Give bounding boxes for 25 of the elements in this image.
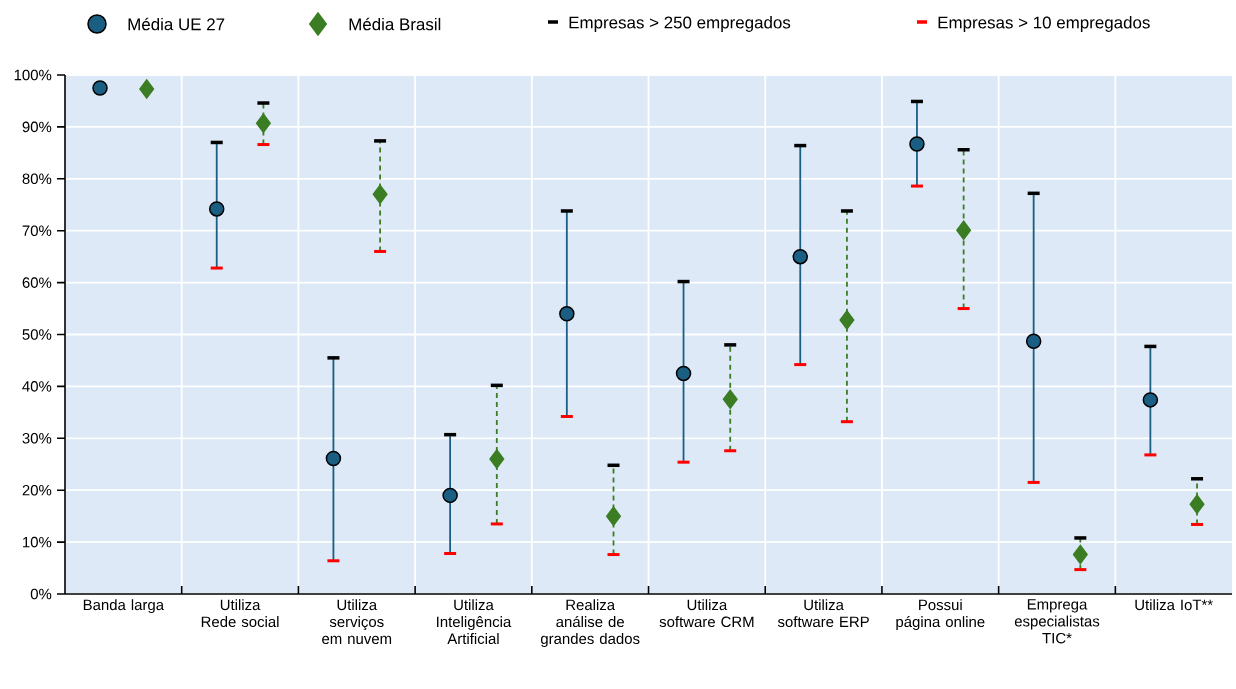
y-tick-label: 0% bbox=[30, 588, 52, 600]
x-tick-label: Utiliza software ERP bbox=[777, 599, 869, 628]
x-tick-label: Utiliza IoT** bbox=[1135, 599, 1213, 611]
x-tick-label: Utiliza software CRM bbox=[659, 599, 754, 628]
y-tick-label: 70% bbox=[22, 225, 52, 236]
x-tick-label: Utiliza serviços em nuvem bbox=[322, 599, 392, 645]
y-tick-label: 50% bbox=[22, 329, 52, 340]
x-tick-label: Possui página online bbox=[896, 599, 985, 631]
x-tick-label: Banda larga bbox=[83, 599, 165, 614]
x-tick-label: Realiza análise de grandes dados bbox=[540, 599, 640, 647]
legend-label: Média UE 27 bbox=[128, 17, 225, 31]
y-tick-label: 20% bbox=[22, 484, 52, 496]
y-tick-label: 90% bbox=[22, 121, 52, 133]
x-tick-label: Utiliza Inteligência Artificial bbox=[437, 599, 512, 645]
legend-label: Média Brasil bbox=[349, 17, 441, 31]
y-tick-label: 10% bbox=[23, 536, 52, 548]
y-tick-label: 60% bbox=[22, 277, 52, 288]
x-tick-label: Emprega especialistas TIC* bbox=[1014, 599, 1100, 644]
x-tick-label: Utiliza Rede social bbox=[201, 599, 279, 628]
y-tick-label: 100% bbox=[14, 69, 52, 81]
y-tick-label: 30% bbox=[22, 433, 52, 444]
text: Empresas > 10 empregados bbox=[938, 16, 1150, 32]
text: Empresas > 250 empregados bbox=[569, 16, 791, 32]
y-tick-label: 40% bbox=[22, 381, 52, 392]
y-tick-label: 80% bbox=[22, 173, 52, 185]
